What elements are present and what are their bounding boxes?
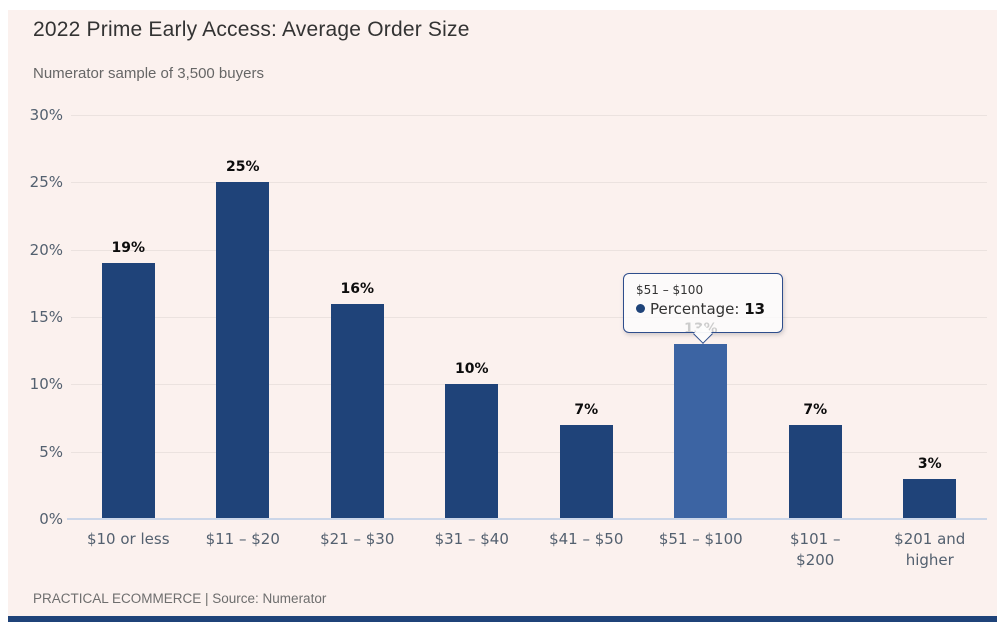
bar[interactable] bbox=[903, 478, 957, 519]
bar[interactable] bbox=[330, 303, 384, 519]
gridline bbox=[71, 115, 987, 116]
x-axis-labels: $10 or less $11 – $20 $21 – $30 $31 – $40 $4… bbox=[71, 529, 987, 571]
gridline bbox=[71, 384, 987, 386]
y-axis-tick-label: 25% bbox=[29, 173, 63, 192]
tooltip: $51 – $100 Percentage: 13 bbox=[623, 273, 783, 344]
bar-slot: 25% bbox=[186, 115, 301, 519]
gridline bbox=[71, 451, 987, 453]
bar-series: 19%25%16%10%7%13%7%3% bbox=[71, 115, 987, 519]
chart-title: 2022 Prime Early Access: Average Order S… bbox=[33, 18, 470, 41]
bar-slot: 10% bbox=[415, 115, 530, 519]
bar-value-label: 19% bbox=[111, 240, 145, 257]
bar-value-label: 7% bbox=[803, 401, 828, 418]
y-axis-tick-label: 20% bbox=[29, 240, 63, 259]
bar-value-label: 16% bbox=[340, 280, 374, 297]
bar[interactable] bbox=[674, 343, 728, 519]
bar-value-label: 7% bbox=[574, 401, 599, 418]
y-axis-tick-label: 30% bbox=[29, 106, 63, 124]
x-axis-tick-label: $201 and higher bbox=[894, 530, 966, 569]
tooltip-separator: : bbox=[734, 300, 745, 318]
bar-value-label: 10% bbox=[454, 361, 489, 378]
x-axis-tick-label: $11 – $20 bbox=[205, 530, 280, 548]
bar[interactable] bbox=[216, 182, 270, 519]
x-axis-tick-label: $10 or less bbox=[86, 530, 170, 548]
y-axis-tick-label: 10% bbox=[29, 375, 63, 394]
gridline bbox=[71, 182, 987, 184]
bar[interactable] bbox=[788, 424, 842, 519]
x-axis-tick-label: $51 – $100 bbox=[658, 530, 743, 548]
bar-slot: 19% bbox=[71, 115, 186, 519]
bar-slot: 3% bbox=[873, 115, 988, 519]
bar[interactable] bbox=[559, 424, 613, 519]
y-axis-tick-label: 0% bbox=[39, 510, 63, 528]
series-marker-icon bbox=[636, 304, 645, 313]
x-axis-tick-label: $31 – $40 bbox=[434, 530, 509, 548]
bar-slot: 7% bbox=[758, 115, 873, 519]
bar-slot: 16% bbox=[300, 115, 415, 519]
y-axis-tick-label: 5% bbox=[39, 442, 63, 461]
bar[interactable] bbox=[101, 263, 155, 519]
bar-value-label: 3% bbox=[917, 455, 942, 472]
y-axis-tick-label: 15% bbox=[29, 308, 63, 326]
chart-card: 2022 Prime Early Access: Average Order S… bbox=[8, 10, 997, 622]
chart-subtitle: Numerator sample of 3,500 buyers bbox=[33, 65, 264, 82]
gridline bbox=[71, 317, 987, 318]
x-axis-tick-label: $101 – $200 bbox=[790, 530, 841, 569]
bar[interactable] bbox=[445, 384, 499, 519]
source-credit: PRACTICAL ECOMMERCE | Source: Numerator bbox=[33, 591, 327, 606]
bar-value-label: 25% bbox=[225, 159, 260, 176]
x-axis-line bbox=[67, 518, 987, 520]
tooltip-value: 13 bbox=[744, 300, 766, 318]
x-axis-tick-label: $41 – $50 bbox=[549, 530, 624, 548]
plot-area: 19%25%16%10%7%13%7%3% bbox=[67, 115, 987, 520]
tooltip-series-label: Percentage bbox=[650, 300, 735, 318]
tooltip-series-row: Percentage: 13 bbox=[636, 300, 770, 318]
gridline bbox=[71, 249, 987, 251]
x-axis-tick-label: $21 – $30 bbox=[320, 530, 395, 548]
tooltip-category: $51 – $100 bbox=[636, 283, 704, 297]
bar-slot: 7% bbox=[529, 115, 644, 519]
